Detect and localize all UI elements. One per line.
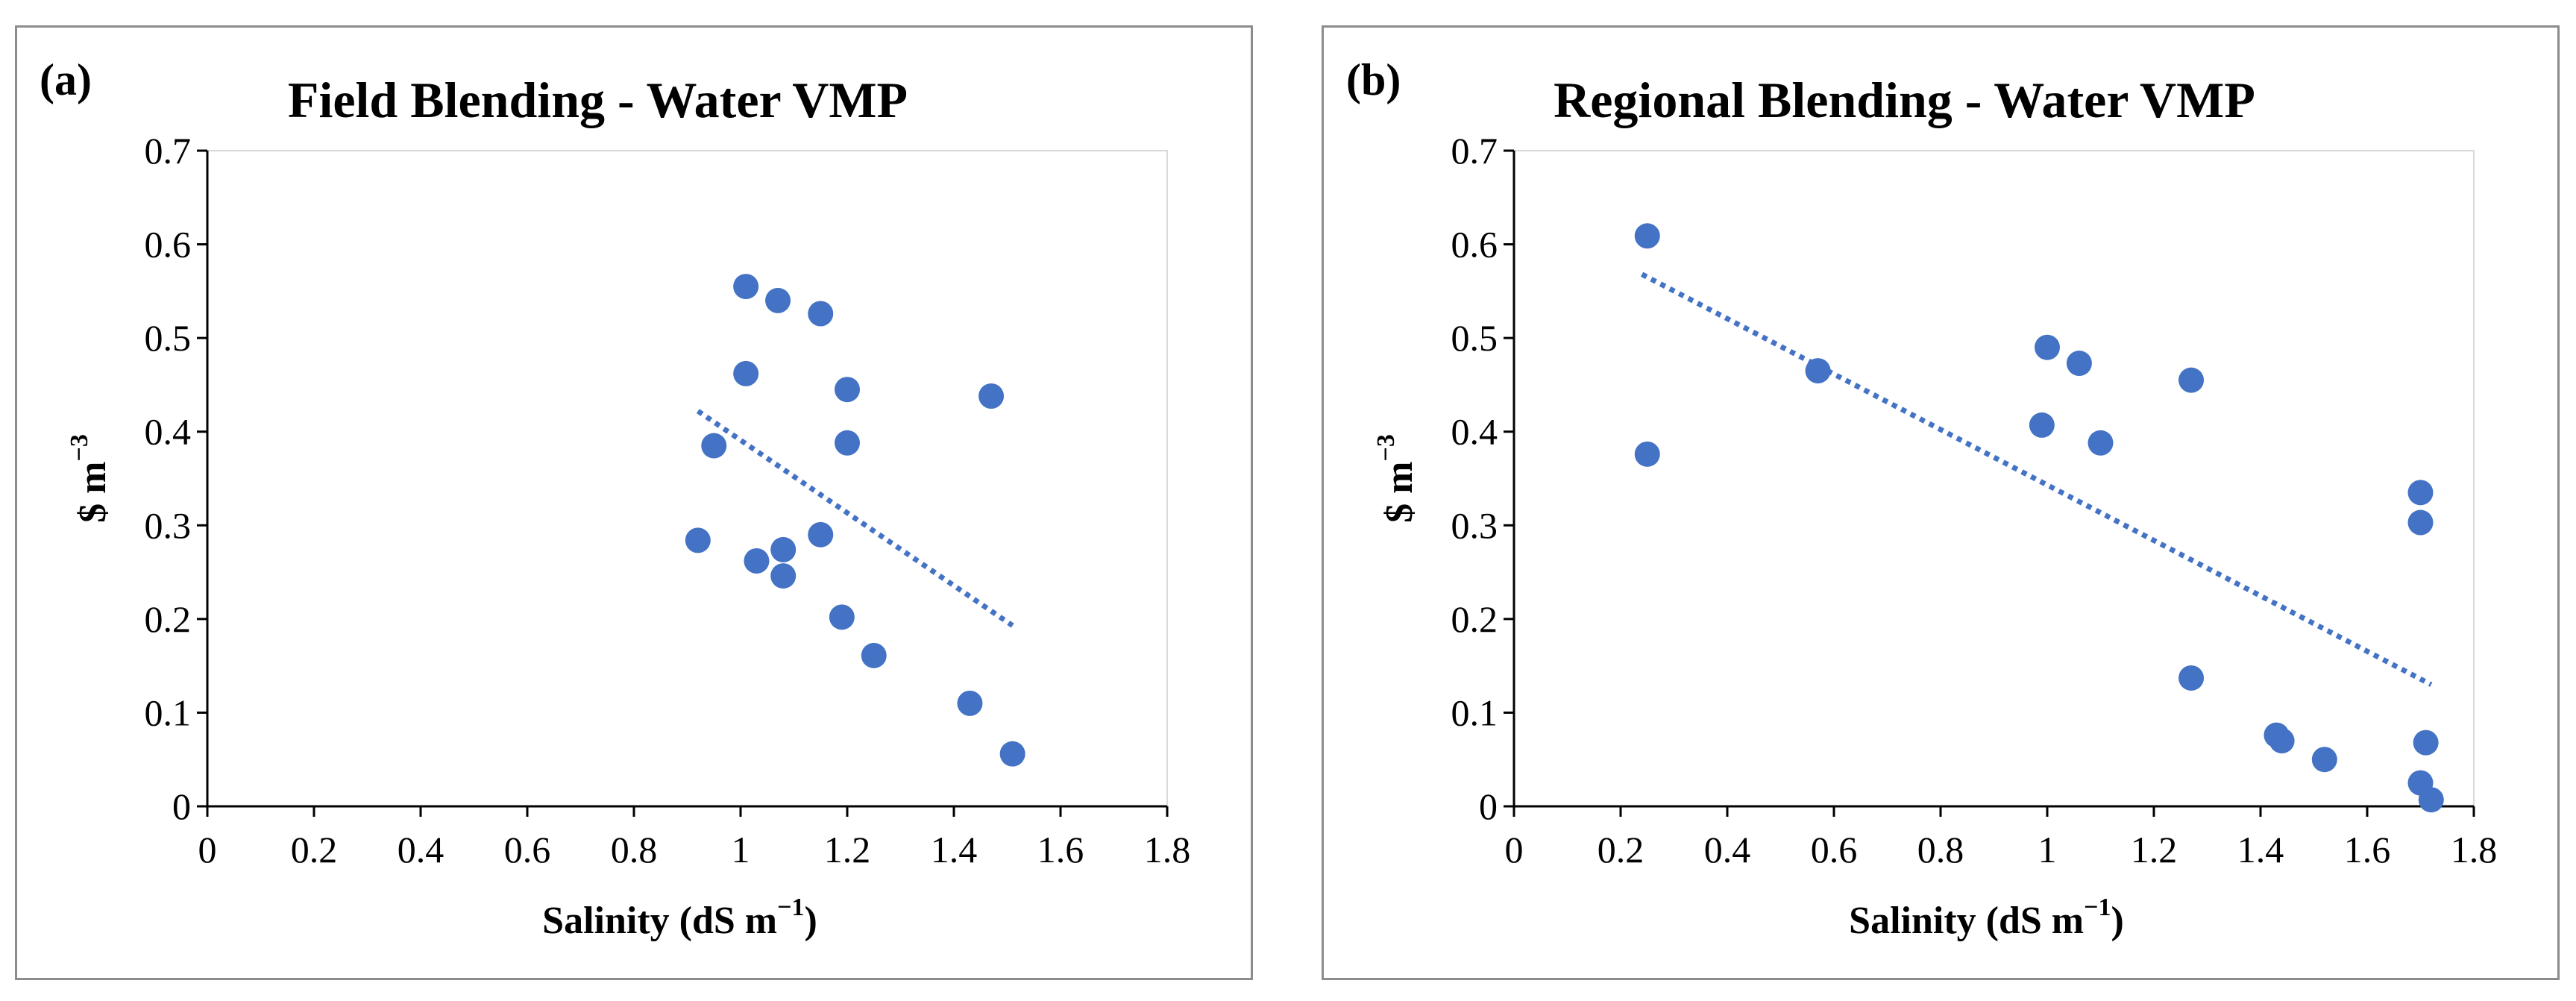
data-point — [2413, 729, 2439, 756]
y-tick-label: 0.4 — [145, 411, 192, 453]
data-point — [744, 548, 770, 574]
y-tick-label: 0.3 — [145, 504, 192, 546]
data-point — [2311, 747, 2337, 773]
data-point — [2035, 334, 2060, 360]
x-tick-label: 0 — [1505, 829, 1524, 870]
x-axis-title: Salinity (dS m−1) — [542, 894, 817, 942]
y-axis-title-sup: −3 — [1372, 434, 1400, 461]
data-point — [2418, 787, 2444, 813]
x-tick-label: 0.2 — [1598, 829, 1644, 870]
y-tick-label: 0 — [172, 785, 191, 827]
y-tick-label: 0.7 — [1451, 130, 1498, 172]
data-point — [978, 383, 1005, 409]
x-tick-label: 1.8 — [2451, 829, 2498, 870]
chart-panel-b: (b) Regional Blending - Water VMP 0 0.1 0.2 0… — [1322, 25, 2560, 980]
data-point — [999, 741, 1025, 767]
y-tick-label: 0.7 — [145, 130, 192, 172]
x-tick-label: 0.4 — [1704, 829, 1751, 870]
x-tick-label: 1 — [732, 829, 750, 870]
x-axis-title-end: ) — [805, 900, 817, 942]
x-tick-label: 1.6 — [2344, 829, 2391, 870]
x-axis-title-text: Salinity (dS m — [1849, 900, 2084, 942]
y-tick-label: 0.3 — [1451, 504, 1498, 546]
y-axis-title-text: $ m — [1378, 462, 1421, 523]
y-tick-label: 0.4 — [1451, 411, 1498, 453]
data-point — [2407, 480, 2434, 506]
x-axis-title-sup: −1 — [777, 894, 804, 921]
panel-label: (a) — [40, 55, 92, 104]
x-tick-label: 0.8 — [1917, 829, 1964, 870]
x-axis-title-sup: −1 — [2084, 894, 2111, 921]
x-axis-title-text: Salinity (dS m — [542, 900, 777, 942]
y-tick-label: 0 — [1479, 785, 1498, 827]
y-tick-label: 0.1 — [145, 691, 192, 733]
data-point — [808, 521, 834, 547]
data-point — [733, 360, 759, 386]
x-tick-label: 1.2 — [2131, 829, 2178, 870]
data-point — [829, 604, 855, 630]
data-point — [701, 433, 727, 459]
y-tick-label: 0.5 — [145, 317, 192, 359]
chart-panel-a: (a) Field Blending - Water VMP 0 0.1 0.2 0.3 0… — [15, 25, 1253, 980]
x-tick-label: 1 — [2038, 829, 2057, 870]
data-point — [2066, 351, 2092, 377]
x-tick-label: 0.6 — [504, 829, 551, 870]
trendline — [1640, 272, 2433, 687]
data-point — [957, 690, 983, 716]
x-axis-title-end: ) — [2111, 900, 2124, 942]
y-tick-label: 0.2 — [1451, 598, 1498, 640]
chart-title: Field Blending - Water VMP — [288, 72, 908, 128]
x-tick-label: 0.4 — [398, 829, 444, 870]
y-tick-label: 0.5 — [1451, 317, 1498, 359]
x-tick-label: 0.2 — [291, 829, 338, 870]
x-axis-title: Salinity (dS m−1) — [1849, 894, 2124, 942]
data-point — [685, 527, 711, 553]
data-point — [770, 536, 797, 562]
y-axis-title-text: $ m — [72, 462, 114, 523]
data-point — [2029, 412, 2055, 438]
y-tick-label: 0.2 — [145, 598, 192, 640]
y-tick-label: 0.6 — [1451, 224, 1498, 266]
x-tick-label: 0.8 — [611, 829, 658, 870]
data-point — [861, 642, 887, 668]
trendline — [696, 409, 1014, 628]
y-axis-title: $ m−3 — [66, 434, 114, 523]
plot-area — [207, 150, 1168, 807]
data-point — [765, 287, 791, 313]
data-point — [1634, 223, 1660, 249]
data-point — [2178, 367, 2205, 393]
data-point — [835, 430, 860, 456]
x-tick-label: 1.2 — [824, 829, 871, 870]
data-point — [2178, 665, 2205, 691]
x-tick-label: 1.4 — [931, 829, 978, 870]
chart-b-svg: (b) Regional Blending - Water VMP 0 0.1 0.2 0… — [1346, 55, 2498, 942]
data-point — [733, 274, 759, 300]
data-point — [2087, 430, 2114, 456]
plot-area — [1513, 150, 2475, 807]
y-axis-title-sup: −3 — [66, 434, 93, 461]
data-point — [770, 563, 797, 589]
data-point — [2269, 728, 2295, 754]
x-tick-label: 1.4 — [2237, 829, 2284, 870]
chart-title: Regional Blending - Water VMP — [1554, 72, 2255, 128]
y-tick-label: 0.6 — [145, 224, 192, 266]
y-tick-label: 0.1 — [1451, 691, 1498, 733]
x-tick-label: 0 — [198, 829, 217, 870]
panel-label: (b) — [1346, 55, 1401, 104]
data-point — [2407, 509, 2434, 536]
data-point — [835, 377, 860, 403]
x-tick-label: 0.6 — [1811, 829, 1858, 870]
x-tick-label: 1.8 — [1144, 829, 1191, 870]
x-tick-label: 1.6 — [1037, 829, 1084, 870]
chart-a-svg: (a) Field Blending - Water VMP 0 0.1 0.2 0.3 0… — [40, 55, 1191, 942]
y-axis-title: $ m−3 — [1372, 434, 1421, 523]
data-point — [808, 301, 834, 327]
data-point — [1634, 441, 1660, 467]
data-point — [1805, 358, 1831, 384]
